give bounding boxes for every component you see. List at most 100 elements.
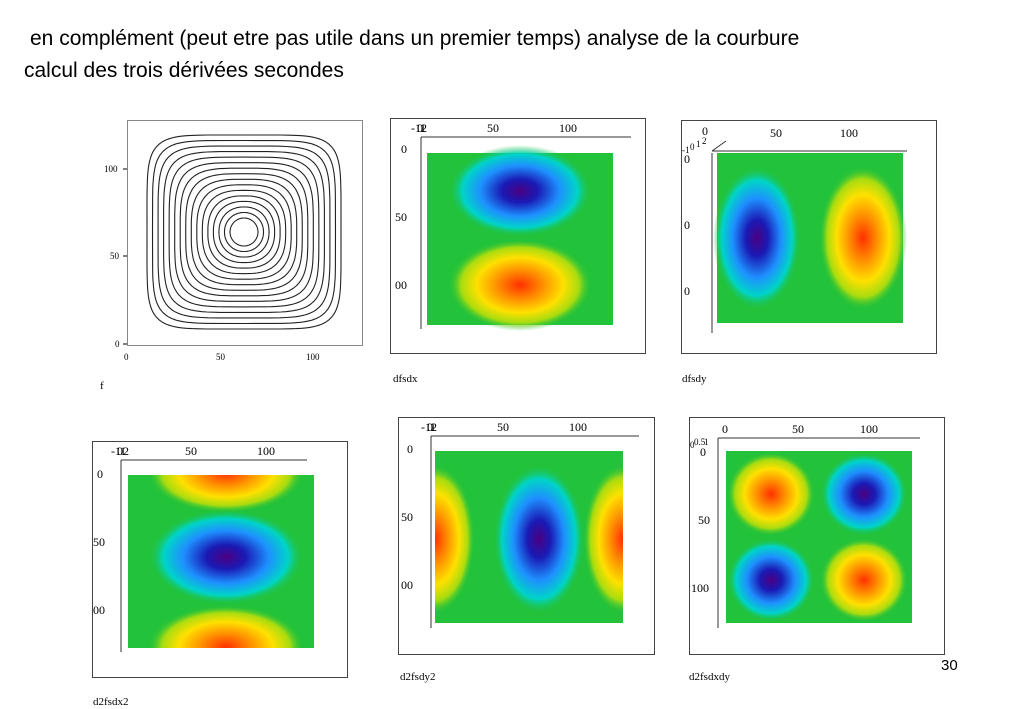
left-tick-label: 100 <box>691 581 709 595</box>
contour-line <box>218 206 270 258</box>
slide-heading-line-2: calcul des trois dérivées secondes <box>24 59 344 82</box>
contour-lines <box>146 134 342 330</box>
left-tick-label: 0 <box>684 152 690 166</box>
caption-dfsdx: dfsdx <box>393 373 418 385</box>
top-tick-label: -1 <box>421 420 431 434</box>
heatmap-dfsdx-canvas: -1 0 1 2 50 100 0 50 00 <box>395 121 631 331</box>
contour-line <box>168 156 320 308</box>
contour-line <box>151 139 337 325</box>
maximum-region <box>435 464 475 614</box>
caption-d2fsdxdy: d2fsdxdy <box>689 671 730 683</box>
top-tick-label: 50 <box>497 420 509 434</box>
y-tick-label: 50 <box>110 251 120 261</box>
top-tick-label: 100 <box>559 121 577 135</box>
top-tick-label: 100 <box>257 444 275 458</box>
top-tick-label: 100 <box>569 420 587 434</box>
contour-line <box>163 151 325 313</box>
slide-heading-line-1: en complément (peut etre pas utile dans … <box>30 27 800 50</box>
contour-plot-f <box>127 120 363 346</box>
minimum-region <box>727 538 815 622</box>
maximum-region <box>148 605 304 648</box>
contour-line <box>207 195 281 269</box>
minimum-region <box>148 509 304 605</box>
contour-plot-f-axes: 100 50 0 0 50 100 <box>104 164 320 362</box>
left-tick-label: 0 <box>401 142 407 156</box>
heatmap-dfsdy-canvas: 0 50 100 -1 0 1 2 0 0 0 <box>682 124 907 333</box>
left-tick-label: 00 <box>93 603 105 617</box>
heatmap-d2fsdx2: -1 0 1 2 50 100 0 50 00 <box>92 441 348 678</box>
x-tick-label: 0 <box>124 352 129 362</box>
heatmap-d2fsdxdy-canvas: 0 50 100 0 0.5 1 0 50 100 <box>690 422 920 628</box>
contour-line <box>179 167 309 297</box>
top-tick-label: 0 <box>427 420 433 434</box>
top-tick-label: 2 <box>421 121 427 135</box>
maximum-region <box>583 464 623 614</box>
corner-tick-label: 1 <box>704 437 709 447</box>
top-tick-label: 50 <box>792 422 804 436</box>
minimum-region <box>713 166 801 310</box>
heatmap-dfsdy: 0 50 100 -1 0 1 2 0 0 0 <box>681 120 937 354</box>
left-tick-label: 0 <box>684 284 690 298</box>
maximum-region <box>148 475 304 513</box>
maximum-region <box>819 166 907 310</box>
top-tick-label: 50 <box>487 121 499 135</box>
left-tick-label: 50 <box>395 210 407 224</box>
contour-line <box>174 162 314 302</box>
maximum-region <box>820 538 908 622</box>
top-tick-label: 50 <box>185 444 197 458</box>
corner-tick-label: 0 <box>690 142 695 152</box>
heatmap-d2fsdy2: -1 0 1 2 50 100 0 50 00 <box>398 417 655 655</box>
top-tick-label: 0 <box>117 444 123 458</box>
x-tick-label: 50 <box>216 352 226 362</box>
top-tick-label: 50 <box>770 126 782 140</box>
page-number: 30 <box>941 657 958 674</box>
top-tick-label: 2 <box>123 444 129 458</box>
contour-plot-f-canvas <box>146 134 342 330</box>
heatmap-d2fsdxdy: 0 50 100 0 0.5 1 0 50 100 <box>689 417 945 655</box>
top-tick-label: -1 <box>111 444 121 458</box>
top-tick-label: 0 <box>417 121 423 135</box>
contour-line <box>212 200 276 264</box>
corner-tick-label: 2 <box>702 136 707 146</box>
left-tick-label: 50 <box>698 513 710 527</box>
corner-tick-label: 0.5 <box>694 437 706 447</box>
left-tick-label: 0 <box>97 467 103 481</box>
contour-line <box>157 145 331 319</box>
top-tick-label: 0 <box>722 422 728 436</box>
minimum-region <box>448 145 592 237</box>
top-tick-label: 1 <box>120 444 126 458</box>
left-tick-label: 0 <box>407 442 413 456</box>
contour-line <box>196 184 292 280</box>
minimum-region <box>820 452 908 536</box>
maximum-region <box>727 452 815 536</box>
heatmap-d2fsdx2-canvas: -1 0 1 2 50 100 0 50 00 <box>93 444 314 652</box>
top-tick-label: 100 <box>840 126 858 140</box>
heatmap-dfsdx: -1 0 1 2 50 100 0 50 00 <box>390 118 646 354</box>
contour-line <box>146 134 342 330</box>
top-tick-label: 100 <box>860 422 878 436</box>
caption-d2fsdx2: d2fsdx2 <box>93 696 129 708</box>
top-tick-label: 1 <box>430 420 436 434</box>
corner-tick-label: 0 <box>690 440 695 450</box>
left-tick-label: 00 <box>395 278 407 292</box>
minimum-region <box>493 464 585 614</box>
left-tick-label: 50 <box>93 535 105 549</box>
corner-tick-label: -1 <box>682 145 690 155</box>
left-tick-label: 00 <box>401 578 413 592</box>
top-tick-label: -1 <box>411 121 421 135</box>
caption-f: f <box>100 380 104 392</box>
x-tick-label: 100 <box>306 352 320 362</box>
left-tick-label: 50 <box>401 510 413 524</box>
caption-dfsdy: dfsdy <box>682 373 707 385</box>
contour-line <box>201 189 287 275</box>
y-tick-label: 0 <box>115 339 120 349</box>
heatmap-d2fsdy2-canvas: -1 0 1 2 50 100 0 50 00 <box>401 420 639 628</box>
corner-tick-label: 1 <box>696 139 701 149</box>
contour-line <box>229 217 259 247</box>
y-tick-label: 100 <box>104 164 118 174</box>
contour-line <box>190 178 298 286</box>
left-tick-label: 0 <box>700 445 706 459</box>
left-tick-label: 0 <box>684 218 690 232</box>
top-tick-label: 2 <box>431 420 437 434</box>
contour-line <box>185 173 303 291</box>
